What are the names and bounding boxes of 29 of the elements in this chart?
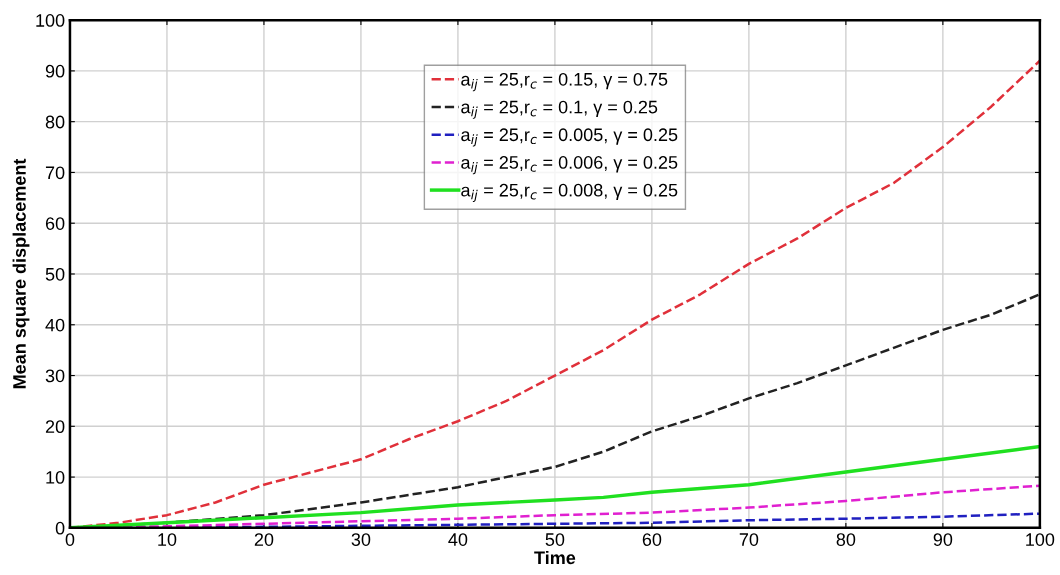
y-tick-label: 90 — [45, 64, 65, 78]
legend-label: a$_{ij}$ = 25,r$_{c}$ = 0.005, γ = 0.25 — [461, 128, 678, 147]
x-tick-label: 90 — [933, 533, 953, 546]
y-tick-label: 60 — [45, 217, 65, 230]
y-tick-label: 80 — [45, 115, 65, 129]
x-tick-label: 40 — [448, 533, 468, 546]
legend-label: a$_{ij}$ = 25,r$_{c}$ = 0.1, γ = 0.25 — [461, 100, 658, 119]
x-tick-label: 10 — [158, 533, 177, 546]
x-tick-label: 30 — [351, 533, 371, 546]
y-tick-label: 40 — [45, 318, 65, 332]
y-tick-label: 100 — [36, 14, 65, 27]
y-tick-label: 0 — [55, 521, 65, 535]
y-tick-label: 10 — [46, 471, 65, 484]
legend-label: a$_{ij}$ = 25,r$_{c}$ = 0.008, γ = 0.25 — [461, 183, 678, 202]
y-tick-label: 20 — [45, 420, 65, 434]
y-axis-title: Mean square displacement — [12, 158, 30, 389]
y-tick-label: 30 — [45, 369, 65, 383]
legend-label: a$_{ij}$ = 25,r$_{c}$ = 0.006, γ = 0.25 — [461, 156, 678, 175]
x-tick-label: 0 — [65, 533, 75, 546]
x-tick-label: 80 — [836, 533, 856, 546]
y-tick-label: 50 — [45, 267, 65, 281]
legend-label: a$_{ij}$ = 25,r$_{c}$ = 0.15, γ = 0.75 — [461, 72, 668, 92]
x-tick-label: 60 — [642, 533, 662, 546]
x-tick-label: 70 — [739, 533, 759, 546]
y-tick-label: 70 — [45, 166, 65, 180]
x-tick-label: 20 — [254, 533, 274, 546]
x-tick-label: 50 — [545, 533, 565, 546]
x-tick-label: 100 — [1026, 533, 1055, 546]
x-axis-title: Time — [534, 550, 576, 565]
